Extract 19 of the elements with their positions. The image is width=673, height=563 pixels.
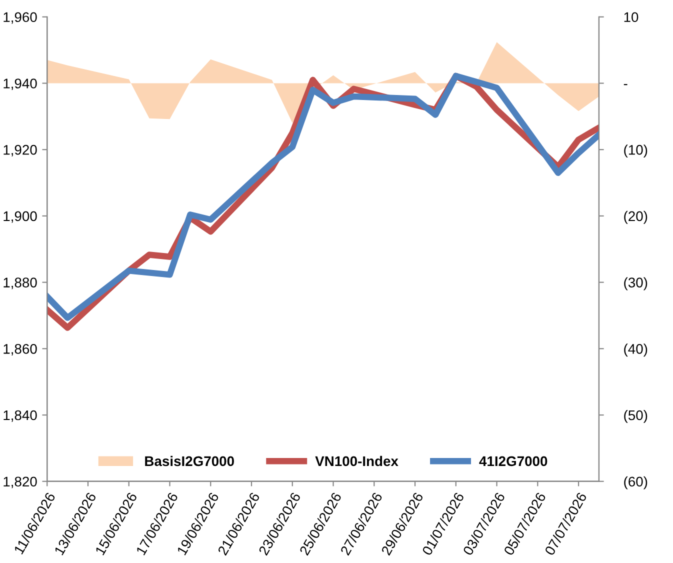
y2-tick-label: (60) <box>624 476 648 490</box>
legend-label: 41I2G7000 <box>479 456 548 466</box>
y-tick-label: 1,960 <box>4 12 37 24</box>
y-tick-label: 1,940 <box>4 78 37 90</box>
y2-tick-label: (40) <box>624 344 648 357</box>
y2-tick-label: 10 <box>624 12 638 22</box>
y-tick-label: 1,860 <box>4 344 37 356</box>
y2-tick-label: (20) <box>624 210 648 224</box>
y-tick-label: 1,900 <box>4 211 37 223</box>
y-tick-label: 1,820 <box>4 476 37 488</box>
legend-label: VN100-Index <box>315 456 398 466</box>
y2-tick-label: - <box>624 84 628 86</box>
legend-label: BasisI2G7000 <box>145 456 234 466</box>
y-tick-label: 1,880 <box>4 278 37 290</box>
y2-tick-label: (10) <box>624 144 648 158</box>
y-tick-label: 1,840 <box>4 410 37 422</box>
y2-tick-label: (30) <box>624 277 648 290</box>
y-tick-label: 1,920 <box>4 144 37 156</box>
y2-tick-label: (50) <box>624 410 648 423</box>
